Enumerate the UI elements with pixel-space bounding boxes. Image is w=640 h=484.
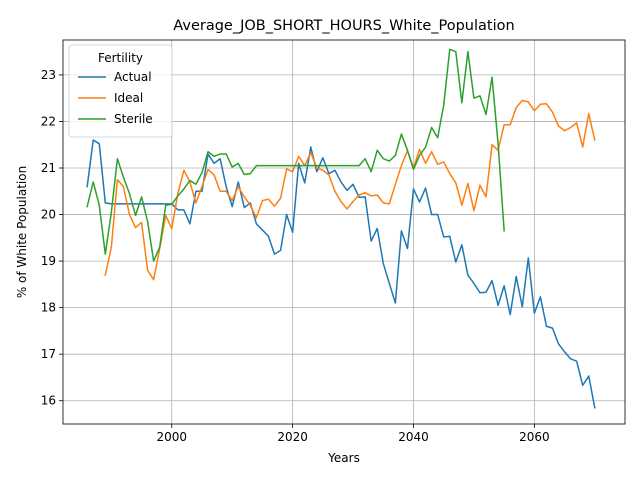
chart-title: Average_JOB_SHORT_HOURS_White_Population bbox=[173, 18, 514, 34]
legend-entry-actual: Actual bbox=[114, 70, 152, 84]
x-tick-label: 2040 bbox=[398, 430, 429, 444]
legend-title: Fertility bbox=[98, 51, 143, 65]
y-tick-label: 16 bbox=[41, 394, 56, 408]
y-tick-label: 20 bbox=[41, 208, 56, 222]
series-lines bbox=[86, 48, 596, 409]
y-tick-label: 18 bbox=[41, 301, 56, 315]
legend-frame bbox=[68, 44, 173, 138]
y-tick-label: 17 bbox=[41, 347, 56, 361]
axis-ticks: 2000 2020 2040 2060 16 17 18 19 20 21 22 23 bbox=[41, 68, 550, 444]
x-tick-label: 2000 bbox=[157, 430, 188, 444]
y-axis-label: % of White Population bbox=[15, 166, 29, 298]
x-axis-label: Years bbox=[327, 451, 360, 465]
x-tick-label: 2060 bbox=[519, 430, 550, 444]
x-tick-label: 2020 bbox=[277, 430, 308, 444]
plot-area-frame bbox=[62, 39, 626, 425]
y-tick-label: 22 bbox=[41, 114, 56, 128]
y-tick-label: 19 bbox=[41, 254, 56, 268]
y-tick-label: 23 bbox=[41, 68, 56, 82]
series-line-ideal bbox=[104, 99, 596, 281]
series-line-sterile bbox=[86, 48, 505, 262]
legend: Fertility Actual Ideal Sterile bbox=[68, 44, 173, 138]
y-tick-label: 21 bbox=[41, 161, 56, 175]
legend-entry-ideal: Ideal bbox=[114, 91, 143, 105]
legend-entry-sterile: Sterile bbox=[114, 112, 153, 126]
